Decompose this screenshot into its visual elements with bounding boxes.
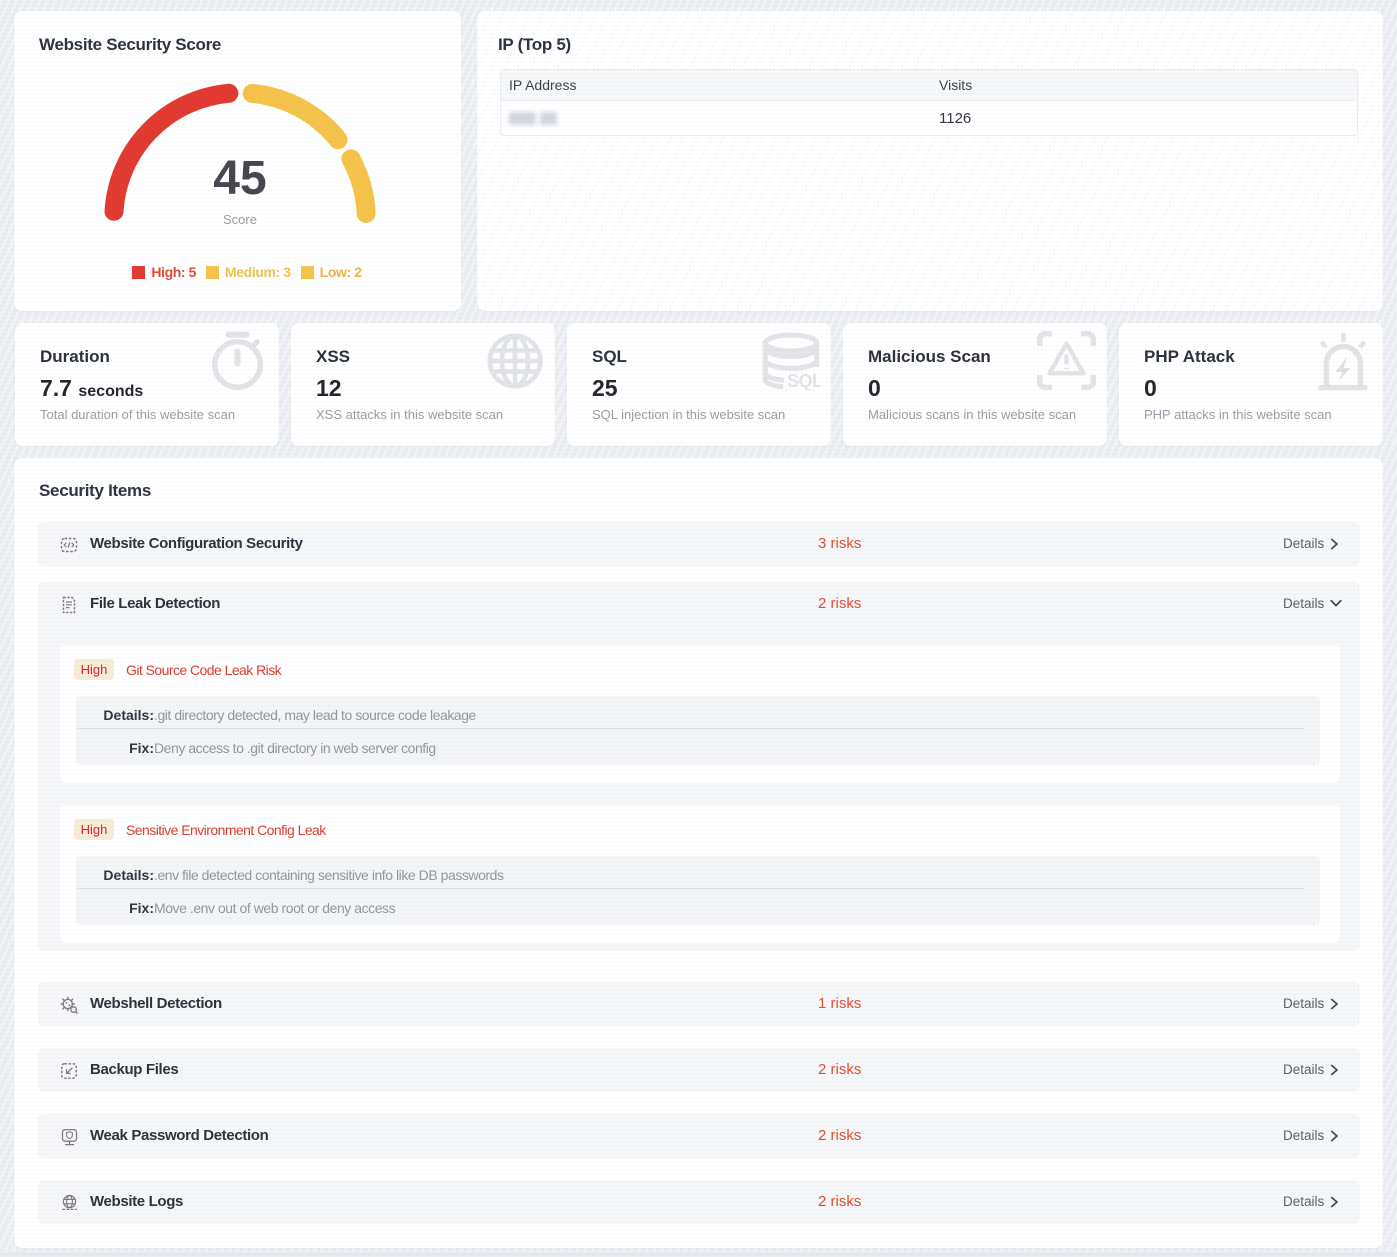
svg-text:SQL: SQL [787, 371, 820, 390]
